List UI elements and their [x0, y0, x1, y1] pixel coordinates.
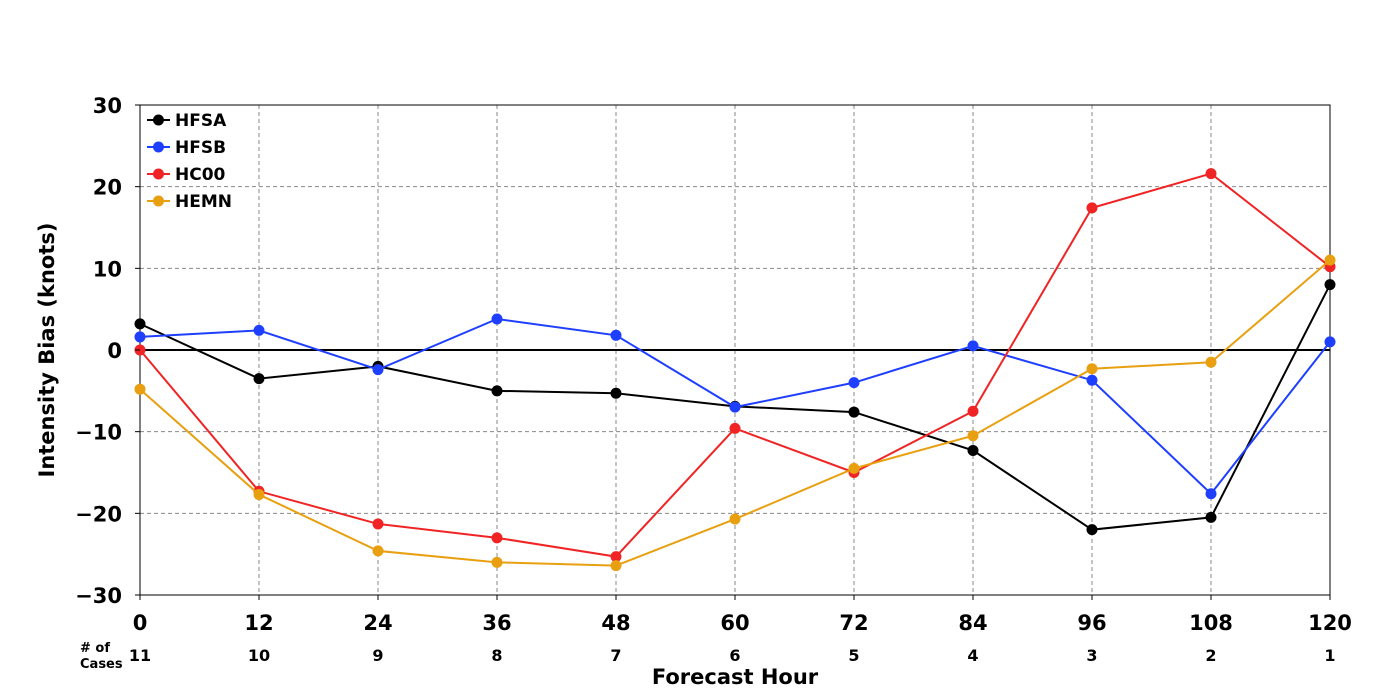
- legend: HFSA HFSB HC00 HEMN: [147, 111, 232, 212]
- case-count: 7: [610, 646, 621, 665]
- x-tick-label: 96: [1077, 611, 1106, 635]
- data-point: [1205, 168, 1217, 180]
- legend-item-hemn: HEMN: [147, 192, 232, 212]
- series-hemn: [134, 254, 1336, 572]
- data-point: [1324, 279, 1336, 291]
- data-point: [253, 373, 265, 385]
- x-tick-label: 108: [1189, 611, 1233, 635]
- data-point: [491, 385, 503, 397]
- y-tick-label: 20: [93, 176, 122, 200]
- legend-marker: [153, 114, 164, 126]
- data-point: [491, 556, 503, 568]
- data-point: [1205, 488, 1217, 500]
- data-point: [372, 364, 384, 376]
- case-counts: 11 10 9 8 7 6 5 4 3 2 1: [129, 646, 1336, 665]
- data-point: [1324, 254, 1336, 266]
- y-axis-title: Intensity Bias (knots): [35, 223, 59, 478]
- x-tick-label: 24: [363, 611, 392, 635]
- data-point: [967, 405, 979, 417]
- y-tick-labels: 30 20 10 0 −10 −20 −30: [75, 94, 140, 608]
- data-point: [848, 406, 860, 418]
- y-tick-label: −10: [75, 421, 122, 445]
- legend-label: HFSA: [175, 111, 227, 131]
- series-layer: [134, 168, 1336, 572]
- data-point: [134, 331, 146, 343]
- data-point: [967, 444, 979, 456]
- x-tick-label: 120: [1308, 611, 1352, 635]
- legend-marker: [153, 195, 164, 207]
- case-count: 2: [1205, 646, 1216, 665]
- x-tick-label: 84: [958, 611, 987, 635]
- data-point: [134, 383, 146, 395]
- legend-marker: [153, 168, 164, 180]
- data-point: [491, 532, 503, 544]
- data-point: [1086, 374, 1098, 386]
- data-point: [610, 551, 622, 563]
- x-tick-label: 12: [244, 611, 273, 635]
- data-point: [967, 430, 979, 442]
- data-point: [253, 489, 265, 501]
- x-tick-label: 36: [482, 611, 511, 635]
- y-tick-label: −20: [75, 502, 122, 526]
- y-tick-label: 10: [93, 257, 122, 281]
- case-count: 11: [129, 646, 151, 665]
- y-tick-label: 0: [107, 339, 122, 363]
- case-count: 1: [1324, 646, 1335, 665]
- data-point: [610, 329, 622, 341]
- data-point: [729, 422, 741, 434]
- data-point: [134, 318, 146, 330]
- case-count: 8: [491, 646, 502, 665]
- legend-label: HFSB: [175, 138, 226, 158]
- case-count: 10: [248, 646, 270, 665]
- data-point: [1205, 511, 1217, 523]
- data-point: [372, 518, 384, 530]
- x-tick-label: 0: [133, 611, 148, 635]
- data-point: [1086, 202, 1098, 214]
- x-tick-label: 72: [839, 611, 868, 635]
- case-count: 4: [967, 646, 978, 665]
- data-point: [967, 340, 979, 352]
- data-point: [729, 513, 741, 525]
- y-tick-label: 30: [93, 94, 122, 118]
- data-point: [610, 560, 622, 572]
- data-point: [491, 313, 503, 325]
- legend-label: HEMN: [175, 192, 232, 212]
- data-point: [729, 401, 741, 413]
- cases-label-line1: # of: [80, 641, 110, 656]
- x-axis-title: Forecast Hour: [652, 665, 819, 689]
- cases-label-line2: Cases: [80, 657, 123, 672]
- data-point: [610, 387, 622, 399]
- data-point: [848, 462, 860, 474]
- data-point: [253, 324, 265, 336]
- x-tick-label: 48: [601, 611, 630, 635]
- x-tick-label: 60: [720, 611, 749, 635]
- legend-item-hfsb: HFSB: [147, 138, 226, 158]
- data-point: [1086, 363, 1098, 375]
- x-tick-labels: 0 12 24 36 48 60 72 84 96 108 120: [133, 595, 1352, 635]
- data-point: [1324, 336, 1336, 348]
- data-point: [1205, 356, 1217, 368]
- data-point: [848, 377, 860, 389]
- data-point: [372, 545, 384, 557]
- legend-item-hc00: HC00: [147, 165, 226, 185]
- case-count: 3: [1086, 646, 1097, 665]
- case-count: 6: [729, 646, 740, 665]
- legend-item-hfsa: HFSA: [147, 111, 227, 131]
- case-count: 5: [848, 646, 859, 665]
- legend-label: HC00: [175, 165, 226, 185]
- data-point: [1086, 524, 1098, 536]
- case-count: 9: [372, 646, 383, 665]
- series-hfsb: [134, 313, 1336, 500]
- y-tick-label: −30: [75, 584, 122, 608]
- legend-marker: [153, 141, 164, 153]
